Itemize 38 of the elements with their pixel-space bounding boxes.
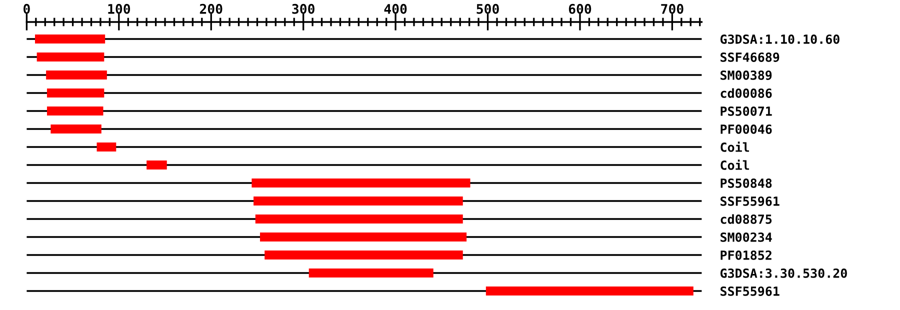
bar xyxy=(46,88,104,98)
x-tick-label: 500 xyxy=(476,4,499,14)
y-tick-label: Coil xyxy=(720,142,750,152)
y-tick-label: SSF55961 xyxy=(720,196,780,206)
y-tick-label: Coil xyxy=(720,160,750,170)
x-tick-label: 200 xyxy=(200,4,222,14)
y-tick-label: G3DSA:1.10.10.60 xyxy=(720,34,840,44)
x-tick-label: 600 xyxy=(568,4,592,14)
bar xyxy=(35,34,106,44)
y-tick-label: SSF55961 xyxy=(720,286,780,296)
bar xyxy=(46,70,107,80)
y-tick-label: cd08875 xyxy=(720,214,772,224)
y-tick-label: cd00086 xyxy=(720,88,772,98)
bar xyxy=(96,142,116,152)
y-tick-label: PS50848 xyxy=(720,178,772,188)
bar xyxy=(46,106,104,116)
y-tick-label: SM00389 xyxy=(720,70,772,80)
bar xyxy=(254,196,463,206)
bar xyxy=(146,160,167,170)
x-tick-label: 100 xyxy=(108,4,130,14)
bar xyxy=(308,268,434,278)
bar xyxy=(264,250,463,260)
y-tick-label: SM00234 xyxy=(720,232,772,242)
bar xyxy=(252,178,470,188)
y-tick-label: PF01852 xyxy=(720,250,772,260)
y-tick-label: SSF46689 xyxy=(720,52,780,62)
x-tick-label: 300 xyxy=(292,4,314,14)
bar xyxy=(255,214,463,224)
y-tick-label: G3DSA:3.30.530.20 xyxy=(720,268,847,278)
x-tick-label: 0 xyxy=(24,4,30,14)
y-tick-label: PF00046 xyxy=(720,124,772,134)
y-tick-label: PS50071 xyxy=(720,106,772,116)
bar xyxy=(486,286,694,296)
x-tick-label: 400 xyxy=(384,4,407,14)
x-tick-label: 700 xyxy=(661,4,684,14)
bar xyxy=(36,52,104,62)
bar xyxy=(260,232,467,242)
bar xyxy=(50,124,102,134)
